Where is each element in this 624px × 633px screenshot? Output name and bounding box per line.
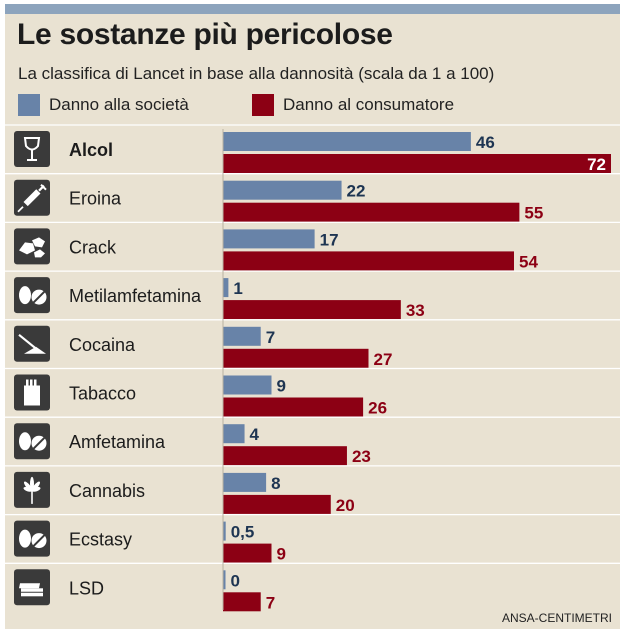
category-label: Ecstasy (69, 530, 132, 550)
value-label-society: 4 (250, 425, 260, 444)
legend-swatch-consumer (252, 94, 274, 116)
value-label-society: 0 (231, 571, 240, 590)
category-label: LSD (69, 578, 104, 598)
value-label-consumer: 26 (368, 399, 387, 418)
bar-society (223, 521, 226, 541)
bar-consumer (223, 543, 272, 563)
legend-swatch-society (18, 94, 40, 116)
category-label: Crack (69, 237, 117, 257)
infographic-panel: Le sostanze più pericolose La classifica… (5, 4, 620, 629)
value-label-consumer: 54 (519, 252, 538, 271)
chart-title: Le sostanze più pericolose (17, 18, 393, 51)
value-label-society: 1 (233, 279, 242, 298)
value-label-society: 46 (476, 133, 495, 152)
bar-consumer (223, 202, 520, 222)
category-label: Alcol (69, 140, 113, 160)
legend-item-consumer: Danno al consumatore (252, 94, 454, 116)
category-label: Cocaina (69, 335, 136, 355)
legend-label-consumer: Danno al consumatore (283, 95, 455, 114)
bar-consumer (223, 494, 331, 514)
value-label-consumer: 27 (374, 350, 393, 369)
bar-consumer (223, 397, 364, 417)
cigarette-pack-icon (14, 374, 50, 411)
value-label-society: 9 (277, 377, 286, 396)
value-label-society: 22 (347, 182, 366, 201)
bar-society (223, 472, 267, 492)
lsd-tabs-icon (14, 569, 50, 606)
bar-consumer (223, 348, 369, 368)
crack-rocks-icon (14, 228, 50, 265)
wine-glass-icon (14, 131, 50, 167)
value-label-society: 0,5 (231, 523, 255, 542)
value-label-society: 8 (271, 474, 280, 493)
credit-line: ANSA-CENTIMETRI (501, 611, 612, 625)
category-label: Cannabis (69, 481, 145, 501)
bar-society (223, 570, 226, 590)
syringe-icon (14, 179, 50, 216)
pills-icon (14, 520, 50, 557)
category-label: Tabacco (69, 384, 136, 404)
bar-society (223, 132, 471, 151)
category-label: Amfetamina (69, 432, 166, 452)
bar-society (223, 180, 342, 200)
value-label-consumer: 9 (277, 545, 286, 564)
bar-society (223, 375, 272, 395)
category-label: Metilamfetamina (69, 286, 202, 306)
top-accent-bar (5, 4, 620, 14)
value-label-consumer: 33 (406, 301, 425, 320)
bar-society (223, 326, 261, 346)
value-label-society: 7 (266, 328, 275, 347)
bar-consumer (223, 251, 514, 271)
pills-icon (14, 277, 50, 314)
pills-icon (14, 423, 50, 460)
bar-consumer (223, 592, 261, 612)
legend-label-society: Danno alla società (49, 95, 189, 114)
value-label-consumer: 72 (587, 155, 606, 174)
legend-item-society: Danno alla società (18, 94, 189, 116)
bar-society (223, 278, 229, 298)
value-label-consumer: 23 (352, 447, 371, 466)
bar-consumer (223, 154, 611, 173)
value-label-society: 17 (320, 230, 339, 249)
chart-subtitle: La classifica di Lancet in base alla dan… (18, 64, 495, 83)
value-label-consumer: 7 (266, 593, 275, 612)
value-label-consumer: 20 (336, 496, 355, 515)
bar-society (223, 229, 315, 249)
value-label-consumer: 55 (524, 204, 543, 223)
cannabis-leaf-icon (14, 471, 50, 508)
category-label: Eroina (69, 189, 122, 209)
bar-consumer (223, 300, 401, 320)
cocaine-line-icon (14, 325, 50, 362)
bar-society (223, 424, 245, 444)
bar-consumer (223, 446, 347, 466)
